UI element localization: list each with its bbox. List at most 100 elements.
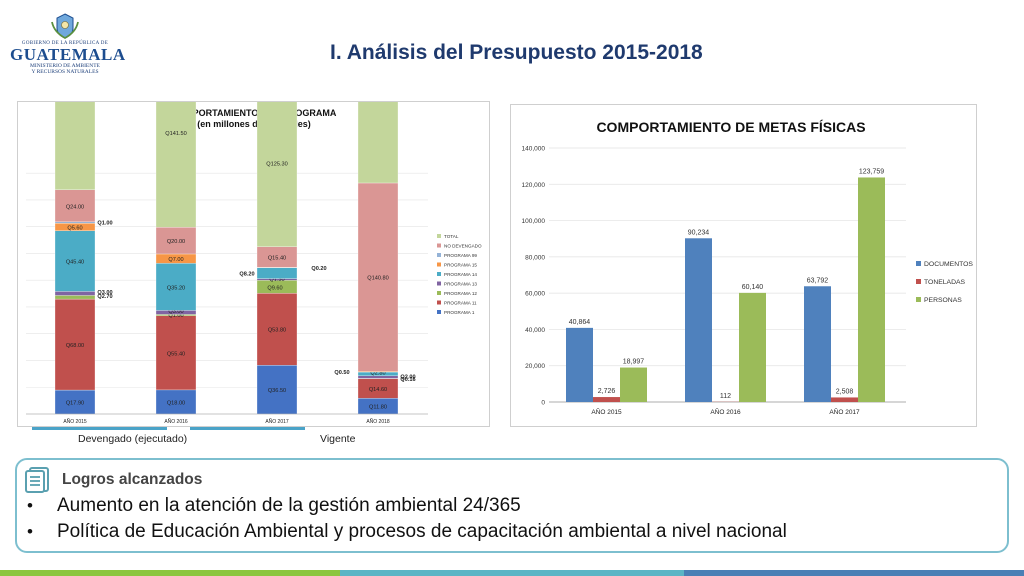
segment-label: Q2.00 — [400, 374, 415, 380]
segment-label: Q1.00 — [97, 220, 112, 226]
physical-goals-chart-svg: COMPORTAMIENTO DE METAS FÍSICAS 0 20,000 40… — [522, 119, 974, 416]
data-label: 40,864 — [569, 319, 591, 326]
segment-label: Q3.00 — [168, 309, 183, 315]
bar — [739, 292, 766, 402]
segment-label: Q24.00 — [66, 204, 84, 210]
legend-swatch — [437, 300, 441, 305]
logo-country: GUATEMALA — [10, 45, 126, 64]
page-title: I. Análisis del Presupuesto 2015-2018 — [330, 41, 703, 64]
x-tick-label: AÑO 2016 — [164, 418, 188, 425]
achievements-title: Logros alcanzados — [62, 471, 203, 488]
legend-swatch — [437, 272, 441, 276]
legend-label: PROGRAMA 14 — [444, 272, 477, 277]
stacked-bar-segment — [256, 365, 298, 415]
segment-label: Q1.30 — [269, 277, 284, 283]
footer-band-green — [0, 570, 340, 576]
legend-swatch — [916, 261, 921, 266]
footer-band-teal — [340, 570, 684, 576]
data-label: 2,726 — [598, 388, 616, 395]
segment-label: Q7.00 — [168, 257, 183, 263]
legend-label: TONELADAS — [924, 279, 966, 286]
segment-label: Q20.00 — [167, 239, 185, 245]
guatemala-logo: GOBIERNO DE LA REPÚBLICA DE GUATEMALA MI… — [10, 12, 126, 86]
chart-title: COMPORTAMIENTO POR PROGRAMA — [172, 108, 337, 118]
document-list-icon — [25, 466, 51, 499]
stacked-bar-segment — [54, 221, 96, 224]
legend-label: PROGRAMA 15 — [444, 263, 477, 268]
stacked-bar-segment — [155, 389, 197, 415]
logo-ministry-line2: Y RECURSOS NATURALES — [31, 69, 99, 75]
segment-label: Q3.00 — [97, 290, 112, 296]
legend-swatch — [437, 234, 441, 238]
x-tick-label: AÑO 2015 — [63, 418, 87, 425]
bar — [620, 367, 647, 402]
segment-label: Q18.00 — [167, 400, 185, 406]
y-tick-label: 100,000 — [522, 218, 546, 225]
achievements-list: • Aumento en la atención de la gestión a… — [27, 493, 787, 545]
data-label: 60,140 — [742, 284, 764, 291]
program-budget-chart: COMPORTAMIENTO POR PROGRAMA (en millones … — [17, 101, 490, 427]
segment-label: Q35.20 — [167, 285, 185, 291]
stacked-bar-segment — [155, 227, 197, 255]
segment-label: Q17.90 — [66, 401, 84, 407]
segment-label: Q2.80 — [370, 371, 385, 377]
stacked-bar-segment — [155, 102, 197, 228]
stacked-bar-segment — [54, 295, 96, 300]
segment-label: Q5.60 — [67, 225, 82, 231]
segment-label: Q141.50 — [165, 131, 186, 137]
stacked-bar-segment — [54, 189, 96, 223]
footer-band-blue — [684, 570, 1024, 576]
y-tick-label: 60,000 — [525, 291, 545, 298]
segment-label: Q2.70 — [97, 294, 112, 300]
legend-label: TOTAL — [444, 234, 459, 239]
data-label: 18,997 — [623, 359, 645, 366]
legend-label: PERSONAS — [924, 297, 962, 304]
data-label: 63,792 — [807, 277, 829, 284]
y-tick-label: 140,000 — [522, 146, 546, 153]
y-tick-label: 80,000 — [525, 254, 545, 261]
legend-swatch — [916, 297, 921, 302]
legend-swatch — [437, 310, 441, 314]
achievement-text: Política de Educación Ambiental y proces… — [57, 521, 787, 542]
segment-label: Q8.20 — [239, 272, 254, 278]
devengado-underline — [32, 427, 167, 430]
x-tick-label: AÑO 2017 — [829, 407, 860, 416]
legend-swatch — [437, 281, 441, 286]
physical-goals-chart: COMPORTAMIENTO DE METAS FÍSICAS 0 20,000 40… — [510, 104, 977, 427]
legend-label: DOCUMENTOS — [924, 261, 973, 268]
vigente-label: Vigente — [320, 433, 356, 445]
legend-label: PROGRAMA 99 — [444, 253, 477, 258]
y-tick-label: 120,000 — [522, 182, 546, 189]
chart-title: COMPORTAMIENTO DE METAS FÍSICAS — [596, 119, 865, 135]
legend-label: PROGRAMA 12 — [444, 291, 477, 296]
bullet-dot: • — [27, 522, 33, 541]
devengado-label: Devengado (ejecutado) — [78, 433, 188, 445]
achievement-item: • Aumento en la atención de la gestión a… — [27, 493, 787, 519]
legend-swatch — [437, 262, 441, 267]
achievements-panel: Logros alcanzados • Aumento en la atenci… — [15, 458, 1009, 553]
segment-label: Q125.30 — [266, 161, 287, 167]
segment-label: Q45.40 — [66, 260, 84, 266]
segment-label: Q9.60 — [267, 285, 282, 291]
bullet-dot: • — [27, 496, 33, 515]
bar — [858, 177, 885, 402]
bar — [831, 397, 858, 402]
stacked-bar-segment — [54, 230, 96, 292]
stacked-bar-segment — [54, 102, 96, 190]
x-tick-label: AÑO 2017 — [265, 418, 289, 425]
program-budget-chart-svg: COMPORTAMIENTO POR PROGRAMA(en millones … — [26, 102, 482, 425]
y-tick-label: 40,000 — [525, 327, 545, 334]
data-label: 2,508 — [836, 388, 854, 395]
data-label: 90,234 — [688, 229, 710, 236]
segment-label: Q0.16 — [400, 377, 415, 383]
stacked-bar-segment — [54, 298, 96, 391]
stacked-bar-segment — [357, 182, 399, 372]
segment-label: Q15.40 — [268, 256, 286, 262]
bar — [804, 286, 831, 402]
legend-swatch — [437, 291, 441, 295]
segment-label: Q14.60 — [369, 387, 387, 393]
stacked-bar-segment — [256, 267, 298, 279]
segment-label: Q0.20 — [311, 266, 326, 272]
legend-swatch — [437, 253, 441, 257]
stacked-bar-segment — [256, 102, 298, 247]
